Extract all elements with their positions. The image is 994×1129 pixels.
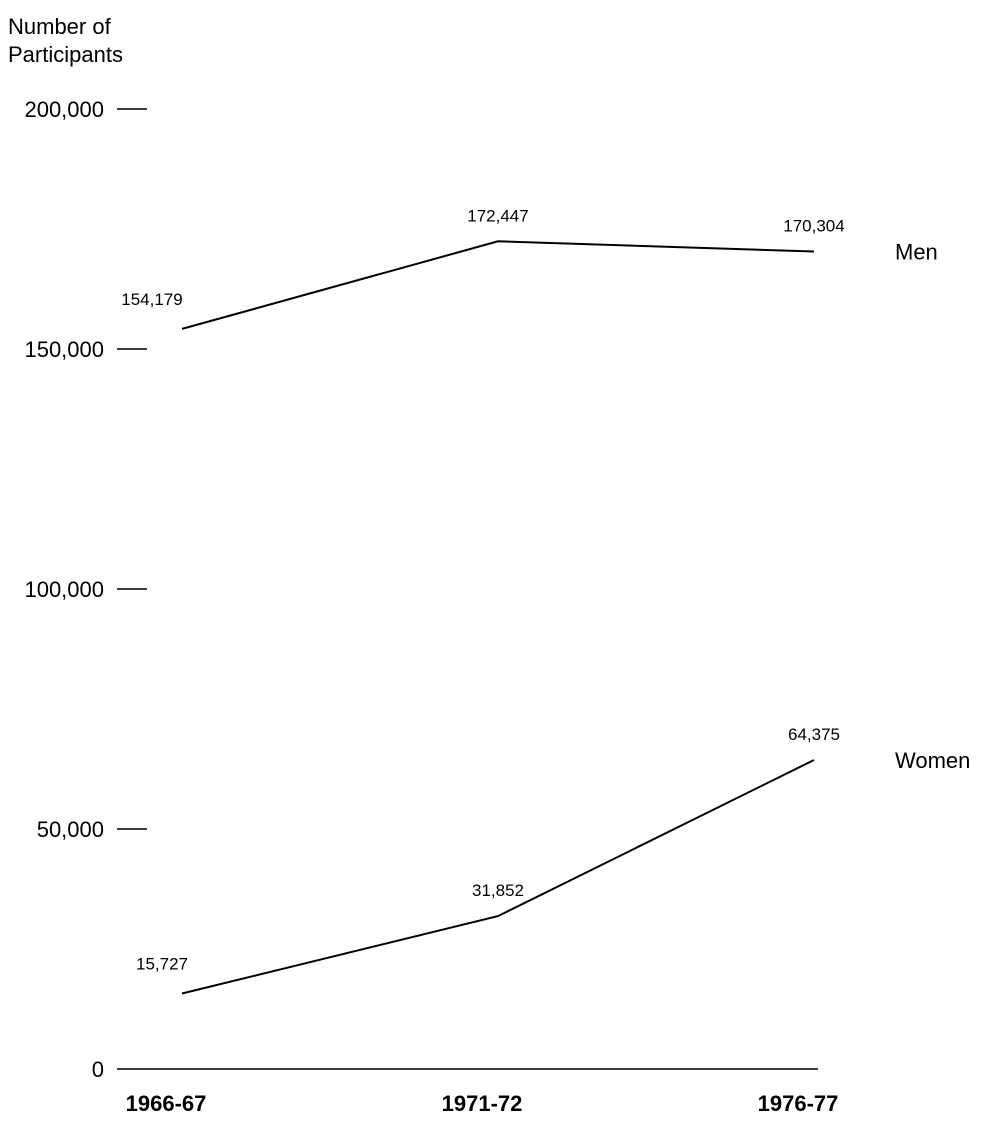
- data-label: 64,375: [788, 725, 840, 744]
- y-axis-title-line-2: Participants: [8, 42, 123, 67]
- data-label: 15,727: [136, 955, 188, 974]
- data-label: 31,852: [472, 881, 524, 900]
- x-category-label: 1971-72: [442, 1091, 523, 1116]
- x-category-label: 1976-77: [758, 1091, 839, 1116]
- y-tick-label: 150,000: [24, 337, 104, 362]
- y-tick-label: 200,000: [24, 97, 104, 122]
- data-label: 172,447: [467, 206, 528, 225]
- series-line-women: [181, 759, 815, 995]
- x-category-label: 1966-67: [126, 1091, 207, 1116]
- series-label-men: Men: [895, 240, 938, 265]
- y-tick-label: 0: [92, 1057, 104, 1082]
- x-axis-categories: 1966-67 1971-72 1976-77: [126, 1091, 839, 1116]
- data-label: 154,179: [121, 290, 182, 309]
- series-group: 154,179 172,447 170,304 Men 15,727 31,852 64,3…: [121, 206, 970, 995]
- y-axis-title-line-1: Number of: [8, 14, 112, 39]
- series-line-men: [181, 240, 815, 330]
- y-axis-ticks: 0 50,000 100,000 150,000 200,000: [24, 97, 147, 1082]
- y-tick-label: 100,000: [24, 577, 104, 602]
- y-tick-label: 50,000: [37, 817, 104, 842]
- series-label-women: Women: [895, 748, 970, 773]
- data-label: 170,304: [783, 217, 844, 236]
